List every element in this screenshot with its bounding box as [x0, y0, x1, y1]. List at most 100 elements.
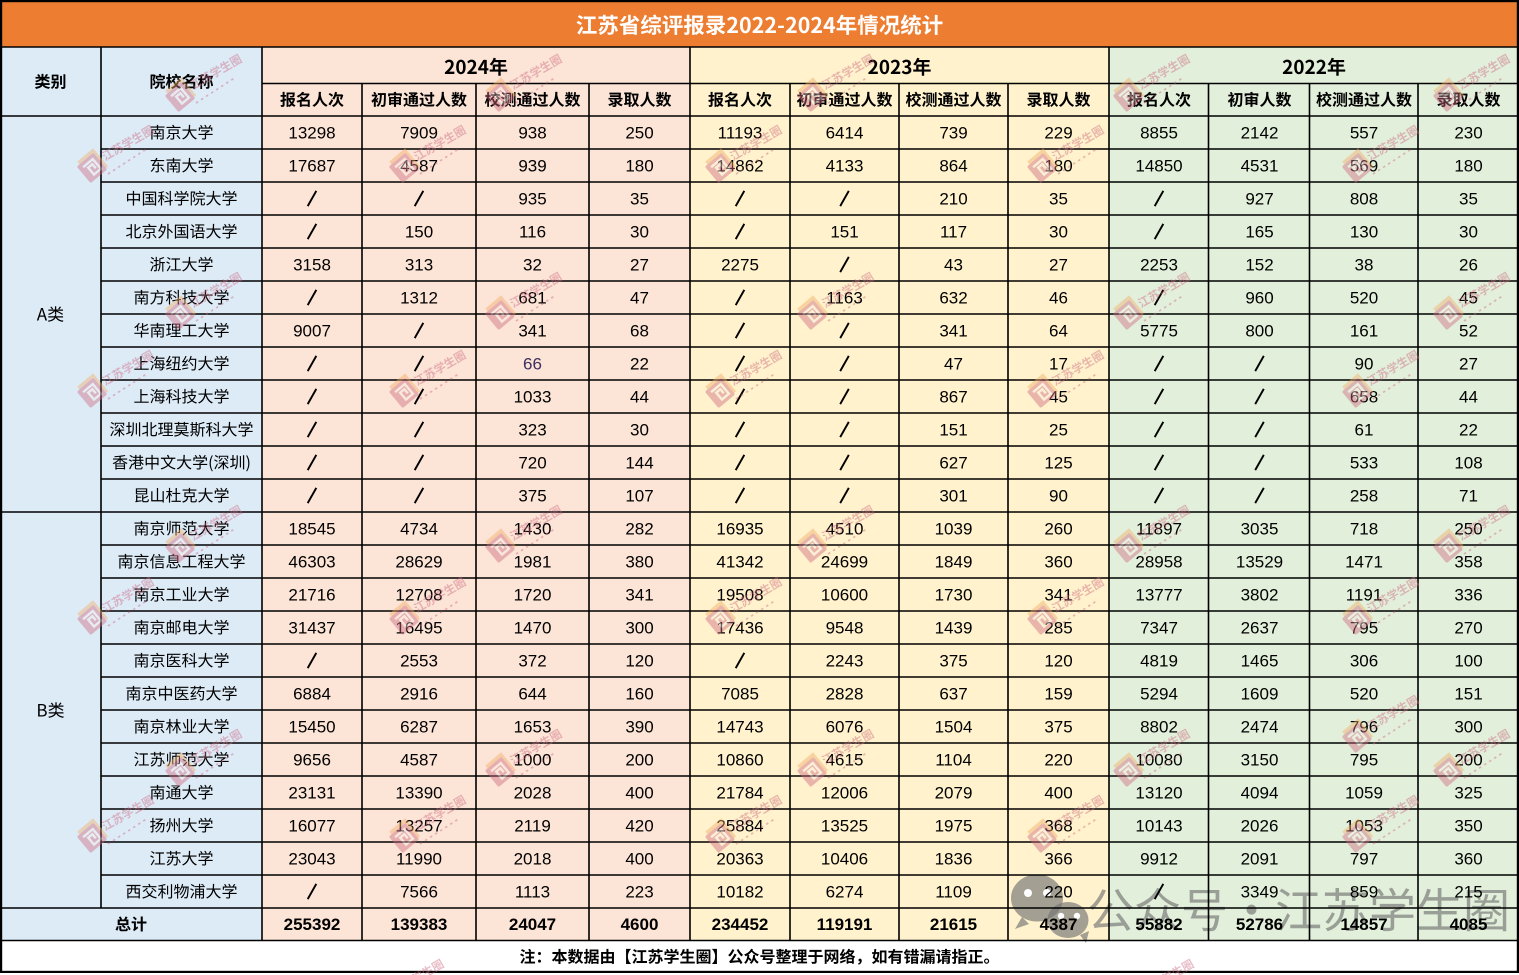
- svg-text:120: 120: [1044, 652, 1072, 671]
- svg-text:375: 375: [518, 487, 546, 506]
- svg-text:27: 27: [1049, 256, 1068, 275]
- svg-text:300: 300: [625, 619, 653, 638]
- svg-text:9548: 9548: [826, 619, 864, 638]
- svg-text:68: 68: [630, 322, 649, 341]
- svg-text:301: 301: [939, 487, 967, 506]
- svg-text:8855: 8855: [1140, 124, 1178, 143]
- svg-text:31437: 31437: [288, 619, 335, 638]
- svg-text:35: 35: [630, 190, 649, 209]
- svg-text:7566: 7566: [400, 883, 438, 902]
- svg-text:27: 27: [630, 256, 649, 275]
- svg-text:35: 35: [1459, 190, 1478, 209]
- svg-text:10600: 10600: [821, 586, 868, 605]
- svg-text:341: 341: [625, 586, 653, 605]
- svg-text:12006: 12006: [821, 784, 868, 803]
- svg-text:1609: 1609: [1241, 685, 1279, 704]
- svg-text:8802: 8802: [1140, 718, 1178, 737]
- svg-text:234452: 234452: [712, 915, 769, 934]
- svg-text:250: 250: [625, 124, 653, 143]
- svg-text:260: 260: [1044, 520, 1072, 539]
- svg-text:44: 44: [630, 388, 649, 407]
- svg-text:360: 360: [1454, 850, 1482, 869]
- svg-text:6274: 6274: [826, 883, 864, 902]
- svg-text:341: 341: [939, 322, 967, 341]
- svg-text:3150: 3150: [1241, 751, 1279, 770]
- svg-text:71: 71: [1459, 487, 1478, 506]
- svg-text:4600: 4600: [621, 915, 659, 934]
- svg-text:14857: 14857: [1340, 915, 1387, 934]
- svg-text:1720: 1720: [514, 586, 552, 605]
- svg-text:151: 151: [939, 421, 967, 440]
- svg-text:30: 30: [1459, 223, 1478, 242]
- svg-text:130: 130: [1350, 223, 1378, 242]
- svg-text:9912: 9912: [1140, 850, 1178, 869]
- svg-text:341: 341: [1044, 586, 1072, 605]
- svg-text:100: 100: [1454, 652, 1482, 671]
- svg-text:90: 90: [1355, 355, 1374, 374]
- svg-text:215: 215: [1454, 883, 1482, 902]
- svg-text:323: 323: [518, 421, 546, 440]
- svg-text:61: 61: [1355, 421, 1374, 440]
- svg-text:557: 557: [1350, 124, 1378, 143]
- svg-text:55882: 55882: [1135, 915, 1182, 934]
- svg-text:25: 25: [1049, 421, 1068, 440]
- svg-text:90: 90: [1049, 487, 1068, 506]
- svg-text:336: 336: [1454, 586, 1482, 605]
- svg-text:800: 800: [1245, 322, 1273, 341]
- svg-text:1975: 1975: [935, 817, 973, 836]
- svg-text:864: 864: [939, 157, 967, 176]
- svg-text:13390: 13390: [395, 784, 442, 803]
- svg-text:2828: 2828: [826, 685, 864, 704]
- svg-text:13298: 13298: [288, 124, 335, 143]
- svg-text:47: 47: [944, 355, 963, 374]
- svg-text:10143: 10143: [1135, 817, 1182, 836]
- svg-text:23043: 23043: [288, 850, 335, 869]
- svg-text:258: 258: [1350, 487, 1378, 506]
- svg-text:1104: 1104: [935, 751, 972, 770]
- svg-text:935: 935: [518, 190, 546, 209]
- svg-text:2637: 2637: [1241, 619, 1279, 638]
- svg-text:30: 30: [630, 421, 649, 440]
- svg-text:15450: 15450: [288, 718, 335, 737]
- svg-text:16077: 16077: [288, 817, 335, 836]
- svg-text:210: 210: [939, 190, 967, 209]
- svg-text:23131: 23131: [288, 784, 335, 803]
- svg-text:1471: 1471: [1345, 553, 1383, 572]
- svg-text:229: 229: [1044, 124, 1072, 143]
- svg-text:7347: 7347: [1140, 619, 1178, 638]
- svg-text:117: 117: [940, 223, 967, 242]
- svg-text:1109: 1109: [935, 883, 972, 902]
- svg-text:52786: 52786: [1236, 915, 1283, 934]
- svg-text:10406: 10406: [821, 850, 868, 869]
- svg-text:9007: 9007: [293, 322, 331, 341]
- svg-text:3349: 3349: [1241, 883, 1279, 902]
- svg-text:46: 46: [1049, 289, 1068, 308]
- svg-text:2553: 2553: [400, 652, 438, 671]
- svg-text:11990: 11990: [396, 850, 442, 869]
- svg-text:5294: 5294: [1140, 685, 1178, 704]
- svg-text:13120: 13120: [1135, 784, 1182, 803]
- svg-text:927: 927: [1245, 190, 1273, 209]
- svg-text:18545: 18545: [288, 520, 335, 539]
- svg-text:16935: 16935: [716, 520, 763, 539]
- svg-text:859: 859: [1350, 883, 1378, 902]
- svg-text:867: 867: [939, 388, 967, 407]
- svg-text:533: 533: [1350, 454, 1378, 473]
- svg-text:12708: 12708: [395, 586, 442, 605]
- svg-text:10182: 10182: [716, 883, 763, 902]
- svg-text:282: 282: [625, 520, 653, 539]
- svg-text:30: 30: [1049, 223, 1068, 242]
- svg-text:4587: 4587: [400, 751, 438, 770]
- svg-text:938: 938: [518, 124, 546, 143]
- svg-text:17: 17: [1049, 355, 1068, 374]
- svg-text:14743: 14743: [716, 718, 763, 737]
- svg-text:1653: 1653: [514, 718, 552, 737]
- svg-text:28629: 28629: [395, 553, 442, 572]
- svg-text:17687: 17687: [288, 157, 335, 176]
- svg-text:64: 64: [1049, 322, 1068, 341]
- svg-text:116: 116: [519, 223, 546, 242]
- svg-text:7085: 7085: [721, 685, 759, 704]
- svg-text:1439: 1439: [935, 619, 973, 638]
- svg-text:108: 108: [1454, 454, 1482, 473]
- svg-text:152: 152: [1245, 256, 1273, 275]
